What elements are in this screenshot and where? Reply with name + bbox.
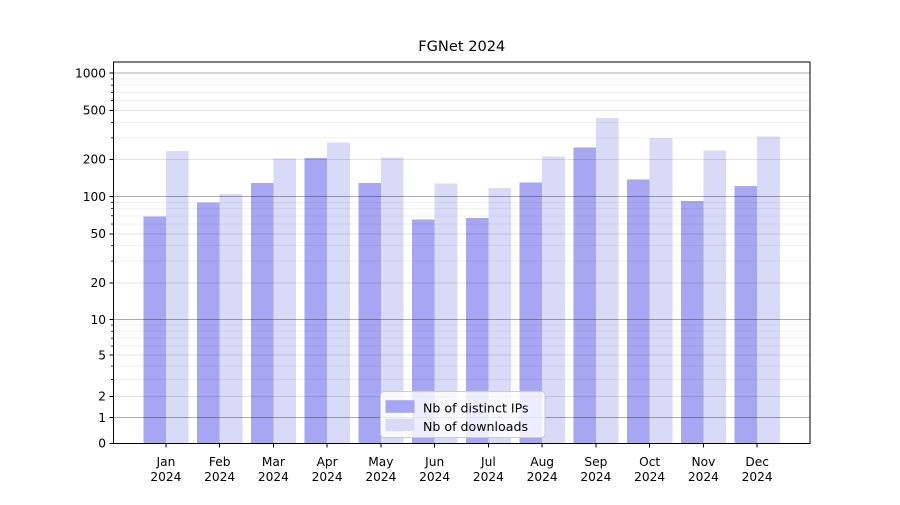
y-tick-label-20: 20 [90, 276, 106, 290]
x-tick-label-feb-year: 2024 [204, 470, 235, 484]
x-tick-label-jun-month: Jun [424, 455, 444, 469]
x-tick-label-nov-year: 2024 [688, 470, 719, 484]
x-tick-label-jan-month: Jan [156, 455, 176, 469]
bar-aug-distinct-ips [519, 182, 543, 444]
bar-apr-distinct-ips [304, 158, 328, 444]
bar-mar-downloads [273, 158, 296, 444]
bar-jan-distinct-ips [143, 216, 166, 444]
bar-oct-downloads [649, 138, 673, 444]
ticks-layer [109, 72, 758, 448]
x-tick-label-dec-year: 2024 [742, 470, 773, 484]
grid-layer [113, 72, 810, 419]
x-tick-label-nov-month: Nov [692, 455, 716, 469]
x-tick-label-dec-month: Dec [745, 455, 769, 469]
bar-jun-downloads [434, 183, 458, 444]
bar-nov-downloads [703, 150, 726, 444]
x-axis-labels: Jan2024Feb2024Mar2024Apr2024May2024Jun20… [150, 455, 773, 484]
x-tick-label-apr-month: Apr [317, 455, 339, 469]
y-tick-label-500: 500 [83, 104, 106, 118]
x-tick-label-oct-year: 2024 [634, 470, 665, 484]
bar-mar-distinct-ips [250, 183, 274, 444]
y-tick-label-50: 50 [90, 227, 106, 241]
bar-jul-distinct-ips [465, 218, 489, 444]
x-tick-label-apr-year: 2024 [312, 470, 343, 484]
bars-layer [143, 117, 780, 444]
bar-may-distinct-ips [358, 183, 381, 444]
bar-jan-downloads [165, 150, 189, 444]
y-tick-label-1: 1 [98, 411, 106, 425]
x-tick-label-oct-month: Oct [639, 455, 660, 469]
plot-border [113, 61, 811, 444]
y-tick-label-200: 200 [83, 153, 106, 167]
x-tick-label-mar-year: 2024 [258, 470, 289, 484]
bar-sep-downloads [595, 117, 619, 444]
x-tick-label-jul-year: 2024 [473, 470, 504, 484]
legend-box [380, 391, 546, 438]
legend-swatch-distinct-ips [385, 400, 415, 413]
x-tick-label-may-month: May [368, 455, 393, 469]
y-tick-label-10: 10 [90, 313, 106, 327]
y-tick-label-2: 2 [98, 390, 106, 404]
legend-label-distinct-ips: Nb of distinct IPs [423, 401, 529, 416]
x-tick-label-sep-month: Sep [584, 455, 607, 469]
bar-oct-distinct-ips [627, 179, 650, 444]
bar-feb-downloads [219, 194, 243, 444]
bar-sep-distinct-ips [573, 147, 596, 444]
x-tick-label-aug-year: 2024 [527, 470, 558, 484]
x-tick-label-jan-year: 2024 [150, 470, 181, 484]
y-tick-label-100: 100 [83, 190, 106, 204]
bar-feb-distinct-ips [197, 202, 220, 444]
bar-nov-distinct-ips [680, 201, 704, 444]
x-tick-label-mar-month: Mar [262, 455, 286, 469]
y-axis-labels: 0 1 2 5 10 20 50 100 200 500 1000 [75, 66, 106, 450]
bar-aug-downloads [542, 156, 565, 444]
x-tick-label-feb-month: Feb [209, 455, 231, 469]
bar-dec-downloads [757, 136, 780, 444]
y-tick-label-0: 0 [98, 437, 106, 451]
x-tick-label-jun-year: 2024 [419, 470, 450, 484]
chart-title: FGNet 2024 [418, 38, 505, 55]
x-tick-label-jul-month: Jul [480, 455, 496, 469]
legend: Nb of distinct IPs Nb of downloads [380, 391, 546, 438]
bar-apr-downloads [327, 142, 350, 444]
y-tick-label-5: 5 [98, 348, 106, 362]
bar-jul-downloads [488, 187, 511, 444]
x-tick-label-aug-month: Aug [530, 455, 554, 469]
bar-jun-distinct-ips [412, 219, 435, 444]
legend-swatch-downloads [385, 418, 415, 432]
bar-dec-distinct-ips [734, 186, 758, 444]
y-tick-label-1000: 1000 [75, 66, 106, 80]
legend-label-downloads: Nb of downloads [423, 419, 528, 434]
x-tick-label-sep-year: 2024 [580, 470, 611, 484]
x-tick-label-may-year: 2024 [365, 470, 396, 484]
bar-may-downloads [380, 157, 404, 444]
